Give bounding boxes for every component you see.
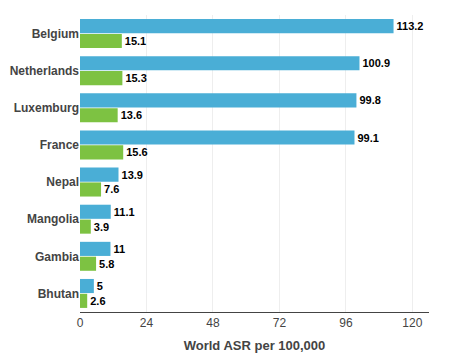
svg-text:World ASR per 100,000: World ASR per 100,000 [184, 338, 326, 353]
svg-text:Netherlands: Netherlands [10, 64, 80, 78]
svg-text:48: 48 [206, 316, 220, 330]
svg-text:99.1: 99.1 [357, 132, 378, 144]
svg-text:24: 24 [140, 316, 154, 330]
svg-text:113.2: 113.2 [397, 20, 424, 32]
svg-text:7.6: 7.6 [104, 183, 119, 195]
svg-text:15.3: 15.3 [125, 72, 146, 84]
svg-text:11: 11 [113, 243, 125, 255]
svg-text:11.1: 11.1 [114, 206, 135, 218]
svg-text:Luxemburg: Luxemburg [14, 101, 79, 115]
svg-text:3.9: 3.9 [94, 221, 109, 233]
svg-text:5.8: 5.8 [99, 258, 114, 270]
svg-text:Bhutan: Bhutan [38, 287, 79, 301]
svg-text:15.1: 15.1 [125, 35, 146, 47]
svg-text:13.6: 13.6 [121, 109, 142, 121]
svg-text:Mangolia: Mangolia [27, 212, 79, 226]
svg-text:72: 72 [273, 316, 287, 330]
svg-text:Gambia: Gambia [35, 250, 79, 264]
svg-text:0: 0 [77, 316, 84, 330]
svg-text:Belgium: Belgium [32, 27, 79, 41]
svg-text:15.6: 15.6 [126, 146, 147, 158]
svg-text:France: France [40, 138, 80, 152]
svg-text:2.6: 2.6 [90, 295, 105, 307]
svg-text:5: 5 [97, 280, 103, 292]
svg-text:96: 96 [339, 316, 353, 330]
svg-text:Nepal: Nepal [46, 175, 79, 189]
svg-text:100.9: 100.9 [362, 57, 390, 69]
svg-text:120: 120 [402, 316, 422, 330]
svg-text:99.8: 99.8 [359, 94, 380, 106]
svg-text:13.9: 13.9 [122, 169, 143, 181]
